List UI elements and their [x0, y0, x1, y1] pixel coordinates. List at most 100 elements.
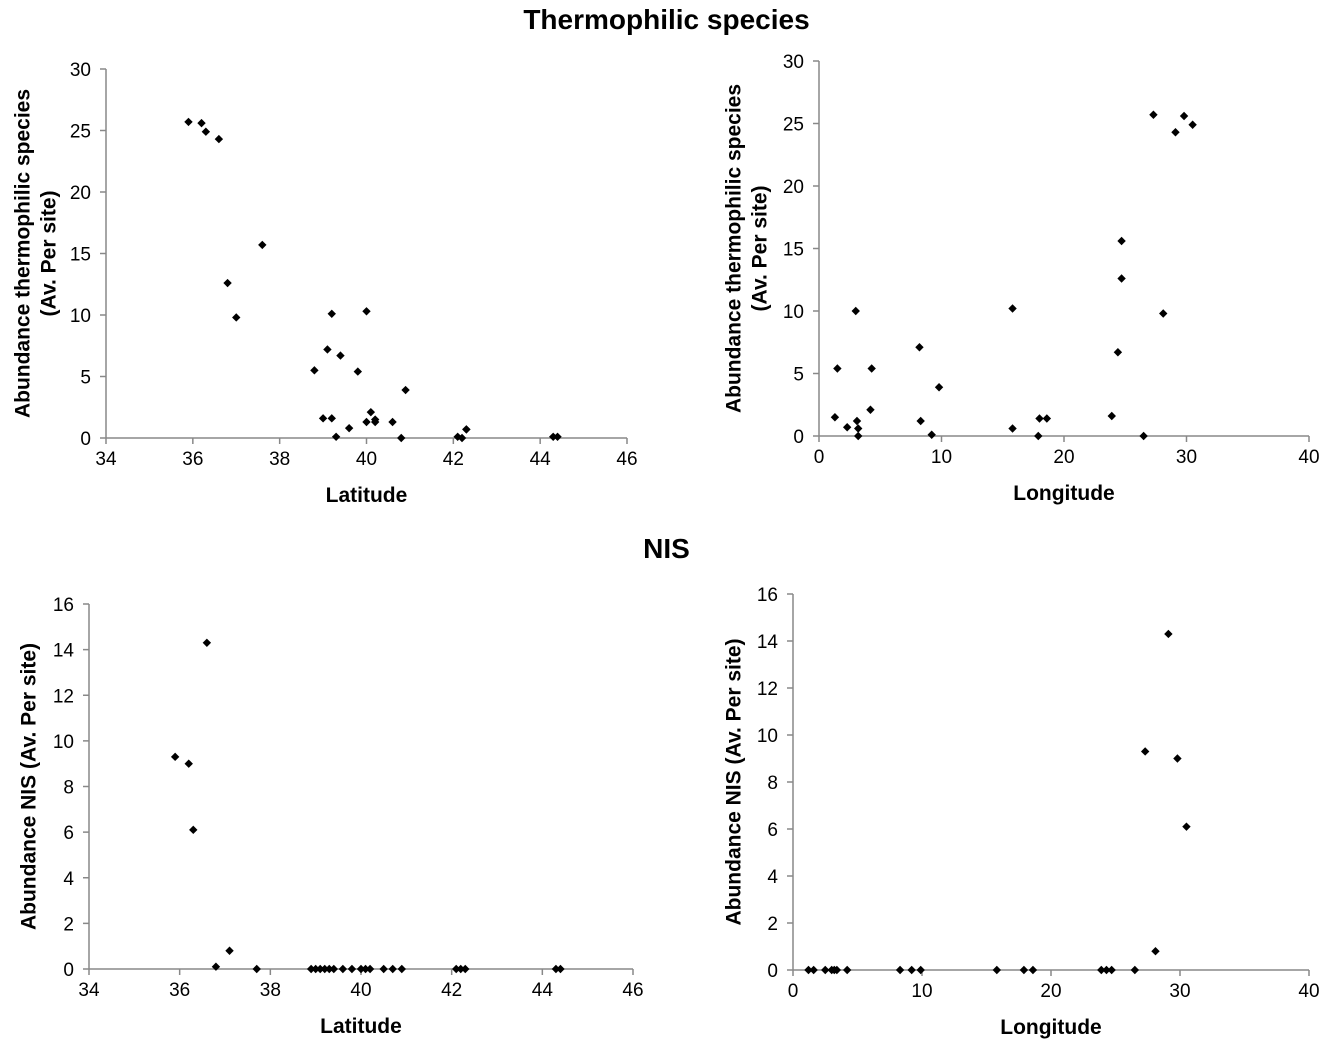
y-tick-label: 0: [63, 960, 74, 981]
data-point: [329, 964, 338, 974]
x-tick-label: 10: [931, 447, 952, 468]
y-tick-label: 5: [80, 368, 91, 389]
data-point: [1107, 965, 1116, 975]
data-point: [992, 965, 1002, 975]
y-axis-title: Abundance NIS (Av. Per site): [722, 638, 745, 925]
x-tick-label: 36: [182, 449, 203, 470]
data-point: [327, 309, 336, 318]
data-point: [1164, 629, 1173, 639]
data-point: [362, 307, 371, 316]
data-point: [934, 383, 944, 392]
y-tick-label: 25: [783, 115, 804, 136]
data-point: [832, 965, 842, 975]
data-point: [356, 964, 366, 974]
y-tick-label: 10: [783, 302, 804, 323]
data-point: [907, 965, 916, 975]
data-point: [852, 416, 862, 426]
x-tick-label: 46: [616, 449, 637, 470]
data-point: [1130, 965, 1140, 975]
data-point: [851, 306, 860, 316]
data-point: [311, 964, 320, 974]
y-tick-label: 5: [793, 365, 804, 386]
data-point: [306, 964, 316, 974]
data-point: [362, 417, 371, 427]
x-tick-label: 30: [1176, 447, 1197, 468]
x-tick-label: 20: [1053, 447, 1074, 468]
data-point: [456, 964, 465, 974]
y-tick-label: 4: [63, 869, 74, 890]
y-axis-title: Abundance NIS (Av. Per site): [17, 643, 40, 930]
data-point: [1097, 965, 1106, 975]
y-tick-label: 12: [757, 679, 778, 700]
chart-thermo-latitude: 34 36 38 40 42 44 46 0 5 10 15 20 25 30 Latitude Abunda…: [11, 60, 637, 507]
data-point: [927, 430, 936, 439]
data-point: [310, 366, 319, 375]
data-point: [258, 240, 267, 250]
data-point: [1151, 947, 1160, 956]
data-point: [1140, 747, 1150, 756]
x-tick-label: 10: [911, 981, 932, 1002]
x-tick-label: 38: [260, 980, 281, 1001]
data-point: [1171, 128, 1180, 137]
data-point: [184, 117, 193, 127]
data-point: [461, 964, 470, 974]
data-point: [388, 417, 397, 427]
data-point: [821, 965, 830, 975]
chart-thermo-longitude: 0 10 20 30 40 0 5 10 15 20 25 30 Longitude Abundance …: [722, 52, 1319, 505]
data-point: [1117, 236, 1126, 246]
y-axis-title: (Av. Per site): [748, 185, 771, 311]
data-point: [252, 964, 261, 974]
x-tick-label: 0: [814, 447, 825, 468]
data-point: [452, 964, 461, 974]
y-axis-title: Abundance thermophilic species: [722, 84, 745, 413]
y-tick-label: 20: [783, 177, 804, 198]
data-point: [915, 343, 924, 352]
y-tick-label: 8: [63, 778, 74, 799]
data-point: [361, 964, 370, 974]
x-tick-label: 34: [95, 449, 117, 470]
chart-nis-longitude: 0 10 20 30 40 0 2 4 6 8 10 12 14 16 Longitude Abundance…: [722, 585, 1319, 1039]
data-point: [895, 965, 905, 975]
data-point: [397, 964, 406, 974]
y-tick-label: 10: [757, 726, 778, 747]
data-point: [347, 964, 357, 974]
y-tick-label: 0: [80, 429, 91, 450]
data-point: [867, 364, 876, 373]
data-point: [1179, 111, 1189, 121]
x-tick-label: 42: [441, 980, 462, 1001]
y-tick-label: 6: [767, 820, 778, 841]
data-point: [916, 965, 925, 975]
x-axis-title: Longitude: [1013, 482, 1114, 505]
data-point: [327, 414, 336, 423]
y-tick-label: 4: [767, 867, 778, 888]
y-tick-label: 15: [783, 240, 804, 261]
data-point: [365, 964, 375, 974]
data-point: [1107, 411, 1116, 421]
data-point: [379, 964, 388, 974]
y-tick-label: 25: [70, 122, 91, 143]
y-tick-label: 16: [757, 585, 778, 606]
data-point: [1173, 754, 1182, 763]
data-point: [331, 432, 341, 441]
data-point: [833, 364, 842, 373]
data-point: [1019, 965, 1029, 975]
x-axis-title: Longitude: [1000, 1016, 1101, 1039]
x-tick-label: 20: [1040, 981, 1061, 1002]
y-axis-title: Abundance thermophilic species: [11, 89, 34, 418]
data-point: [338, 964, 348, 974]
y-tick-label: 10: [53, 732, 74, 753]
data-point: [336, 351, 345, 360]
y-tick-label: 0: [793, 427, 804, 448]
data-point: [804, 965, 813, 975]
x-tick-label: 40: [1298, 981, 1319, 1002]
data-point: [1159, 309, 1168, 318]
y-tick-label: 16: [53, 595, 74, 616]
x-tick-label: 36: [169, 980, 190, 1001]
data-point: [201, 127, 211, 136]
x-tick-label: 34: [78, 980, 100, 1001]
y-tick-label: 6: [63, 823, 74, 844]
y-tick-label: 10: [70, 306, 91, 327]
data-point: [320, 964, 329, 974]
y-tick-label: 30: [70, 60, 91, 81]
thermophilic-section-title: Thermophilic species: [523, 4, 810, 35]
